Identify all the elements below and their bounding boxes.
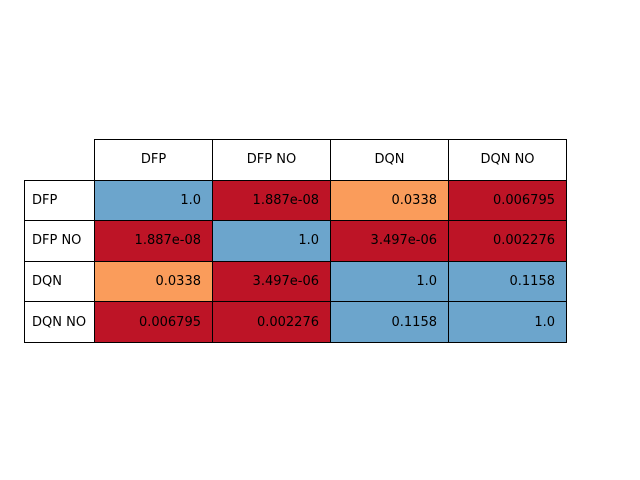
table-cell: 3.497e-06	[330, 220, 449, 262]
row-header: DQN NO	[24, 301, 96, 343]
table-cell: 1.887e-08	[94, 220, 213, 262]
column-header: DQN NO	[448, 139, 567, 181]
table-cell: 0.006795	[448, 179, 567, 222]
row-header: DQN	[24, 260, 96, 303]
table-cell: 1.0	[330, 260, 449, 303]
table-cell: 0.0338	[330, 179, 449, 222]
table-cell: 0.1158	[330, 301, 449, 343]
table-cell: 1.0	[212, 220, 331, 262]
row-header: DFP	[24, 179, 96, 222]
table-cell: 0.006795	[94, 301, 213, 343]
table-cell: 1.887e-08	[212, 179, 331, 222]
row-header: DFP NO	[24, 220, 96, 262]
table-cell: 1.0	[448, 301, 567, 343]
column-header: DFP NO	[212, 139, 331, 181]
column-header: DQN	[330, 139, 449, 181]
table-cell: 3.497e-06	[212, 260, 331, 303]
table-cell: 0.002276	[212, 301, 331, 343]
table-cell: 1.0	[94, 179, 213, 222]
table-cell: 0.002276	[448, 220, 567, 262]
column-header: DFP	[94, 139, 213, 181]
table-cell: 0.1158	[448, 260, 567, 303]
table-cell: 0.0338	[94, 260, 213, 303]
